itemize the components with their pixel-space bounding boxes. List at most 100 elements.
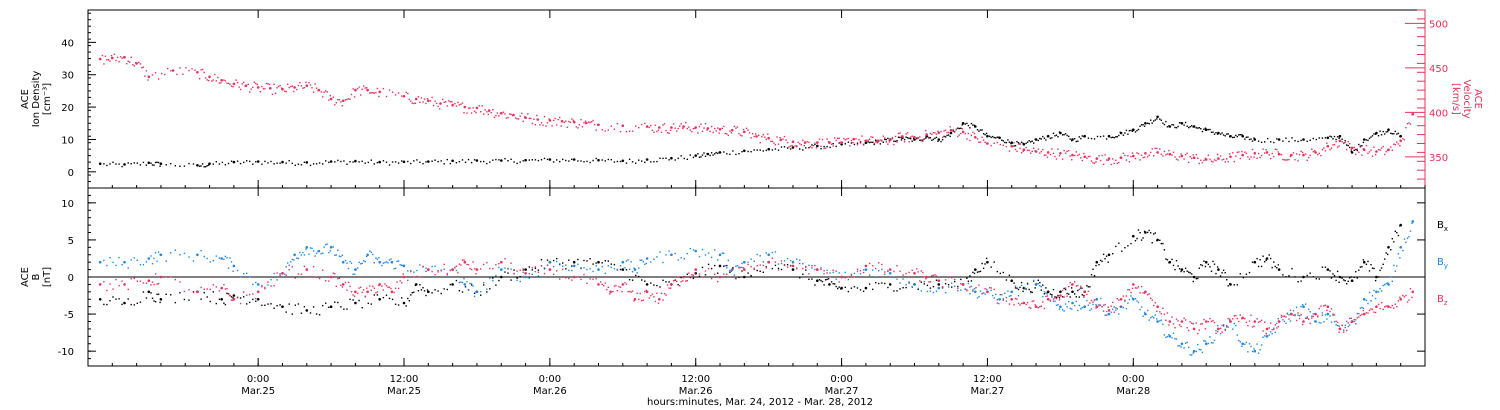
data-dot [1191,125,1193,127]
data-dot [261,286,263,288]
data-point [366,88,369,92]
data-dot [859,289,862,291]
data-dot [682,280,684,282]
data-dot [879,143,881,145]
data-point [1253,152,1257,155]
data-dot [291,258,293,261]
data-dot [1396,232,1398,234]
data-dot [882,135,884,137]
data-point [329,97,333,101]
data-dot [1031,300,1033,303]
data-dot [1063,150,1065,152]
data-point [694,126,697,129]
data-dot [185,67,187,69]
data-dot [1075,300,1077,303]
data-point [743,130,746,134]
data-point [1192,275,1196,279]
data-dot [1064,287,1067,289]
data-dot [154,161,157,164]
data-dot [270,285,272,287]
data-dot [1175,260,1178,262]
series-velocity [98,53,1415,166]
data-dot [659,286,661,288]
data-dot [1260,265,1263,268]
data-dot [1338,145,1340,147]
data-dot [814,268,816,271]
data-dot [1069,307,1071,310]
data-dot [536,114,538,117]
data-dot [1396,133,1398,135]
data-dot [1285,322,1287,324]
data-dot [1207,128,1210,131]
data-dot [236,81,239,84]
x-tick-time: 12:00 [681,374,710,385]
data-dot [1385,252,1387,254]
data-dot [322,96,324,98]
data-dot [669,287,672,289]
data-dot [463,112,465,114]
data-point [281,272,284,275]
data-dot [1320,322,1322,324]
data-dot [638,267,640,269]
data-dot [1399,145,1401,147]
data-point [974,268,977,271]
data-dot [1025,146,1027,149]
data-dot [759,142,761,144]
data-dot [1042,301,1044,303]
data-dot [533,118,535,120]
data-dot [239,88,242,91]
data-dot [1028,306,1030,309]
data-point [1034,283,1038,286]
data-dot [466,263,468,266]
data-dot [887,137,889,140]
data-dot [455,162,458,164]
data-dot [1391,304,1393,307]
data-dot [1134,131,1137,133]
data-dot [308,253,310,255]
data-dot [559,116,561,119]
data-point [390,260,394,264]
data-dot [1326,318,1328,320]
data-dot [656,130,658,133]
data-dot [112,296,114,298]
data-dot [215,302,217,305]
data-dot [893,270,895,273]
data-dot [1335,140,1337,143]
data-dot [710,277,713,280]
data-point [621,268,625,271]
data-dot [568,120,570,123]
data-dot [1385,151,1387,153]
data-dot [1034,287,1036,289]
data-dot [385,95,388,98]
data-dot [528,266,530,268]
data-dot [1090,137,1093,140]
data-dot [1358,316,1360,318]
data-dot [635,125,637,127]
data-dot [592,278,594,280]
data-dot [291,266,293,268]
data-dot [1306,316,1308,318]
data-dot [391,91,394,93]
data-dot [735,153,737,156]
data-point [718,253,722,257]
data-dot [802,139,804,142]
data-dot [1374,133,1377,135]
data-dot [1276,322,1278,325]
data-dot [947,286,950,288]
data-dot [1077,140,1079,142]
data-point [317,88,321,92]
data-dot [1289,155,1292,158]
data-dot [765,252,767,254]
data-dot [610,125,612,127]
data-dot [990,287,992,289]
data-dot [127,298,129,300]
data-dot [747,150,749,153]
data-dot [1002,140,1004,142]
data-dot [522,269,524,271]
data-dot [288,160,290,162]
data-dot [929,281,932,283]
data-dot [811,147,813,149]
data-dot [659,157,661,159]
data-dot [1338,331,1340,333]
data-dot [660,131,663,133]
